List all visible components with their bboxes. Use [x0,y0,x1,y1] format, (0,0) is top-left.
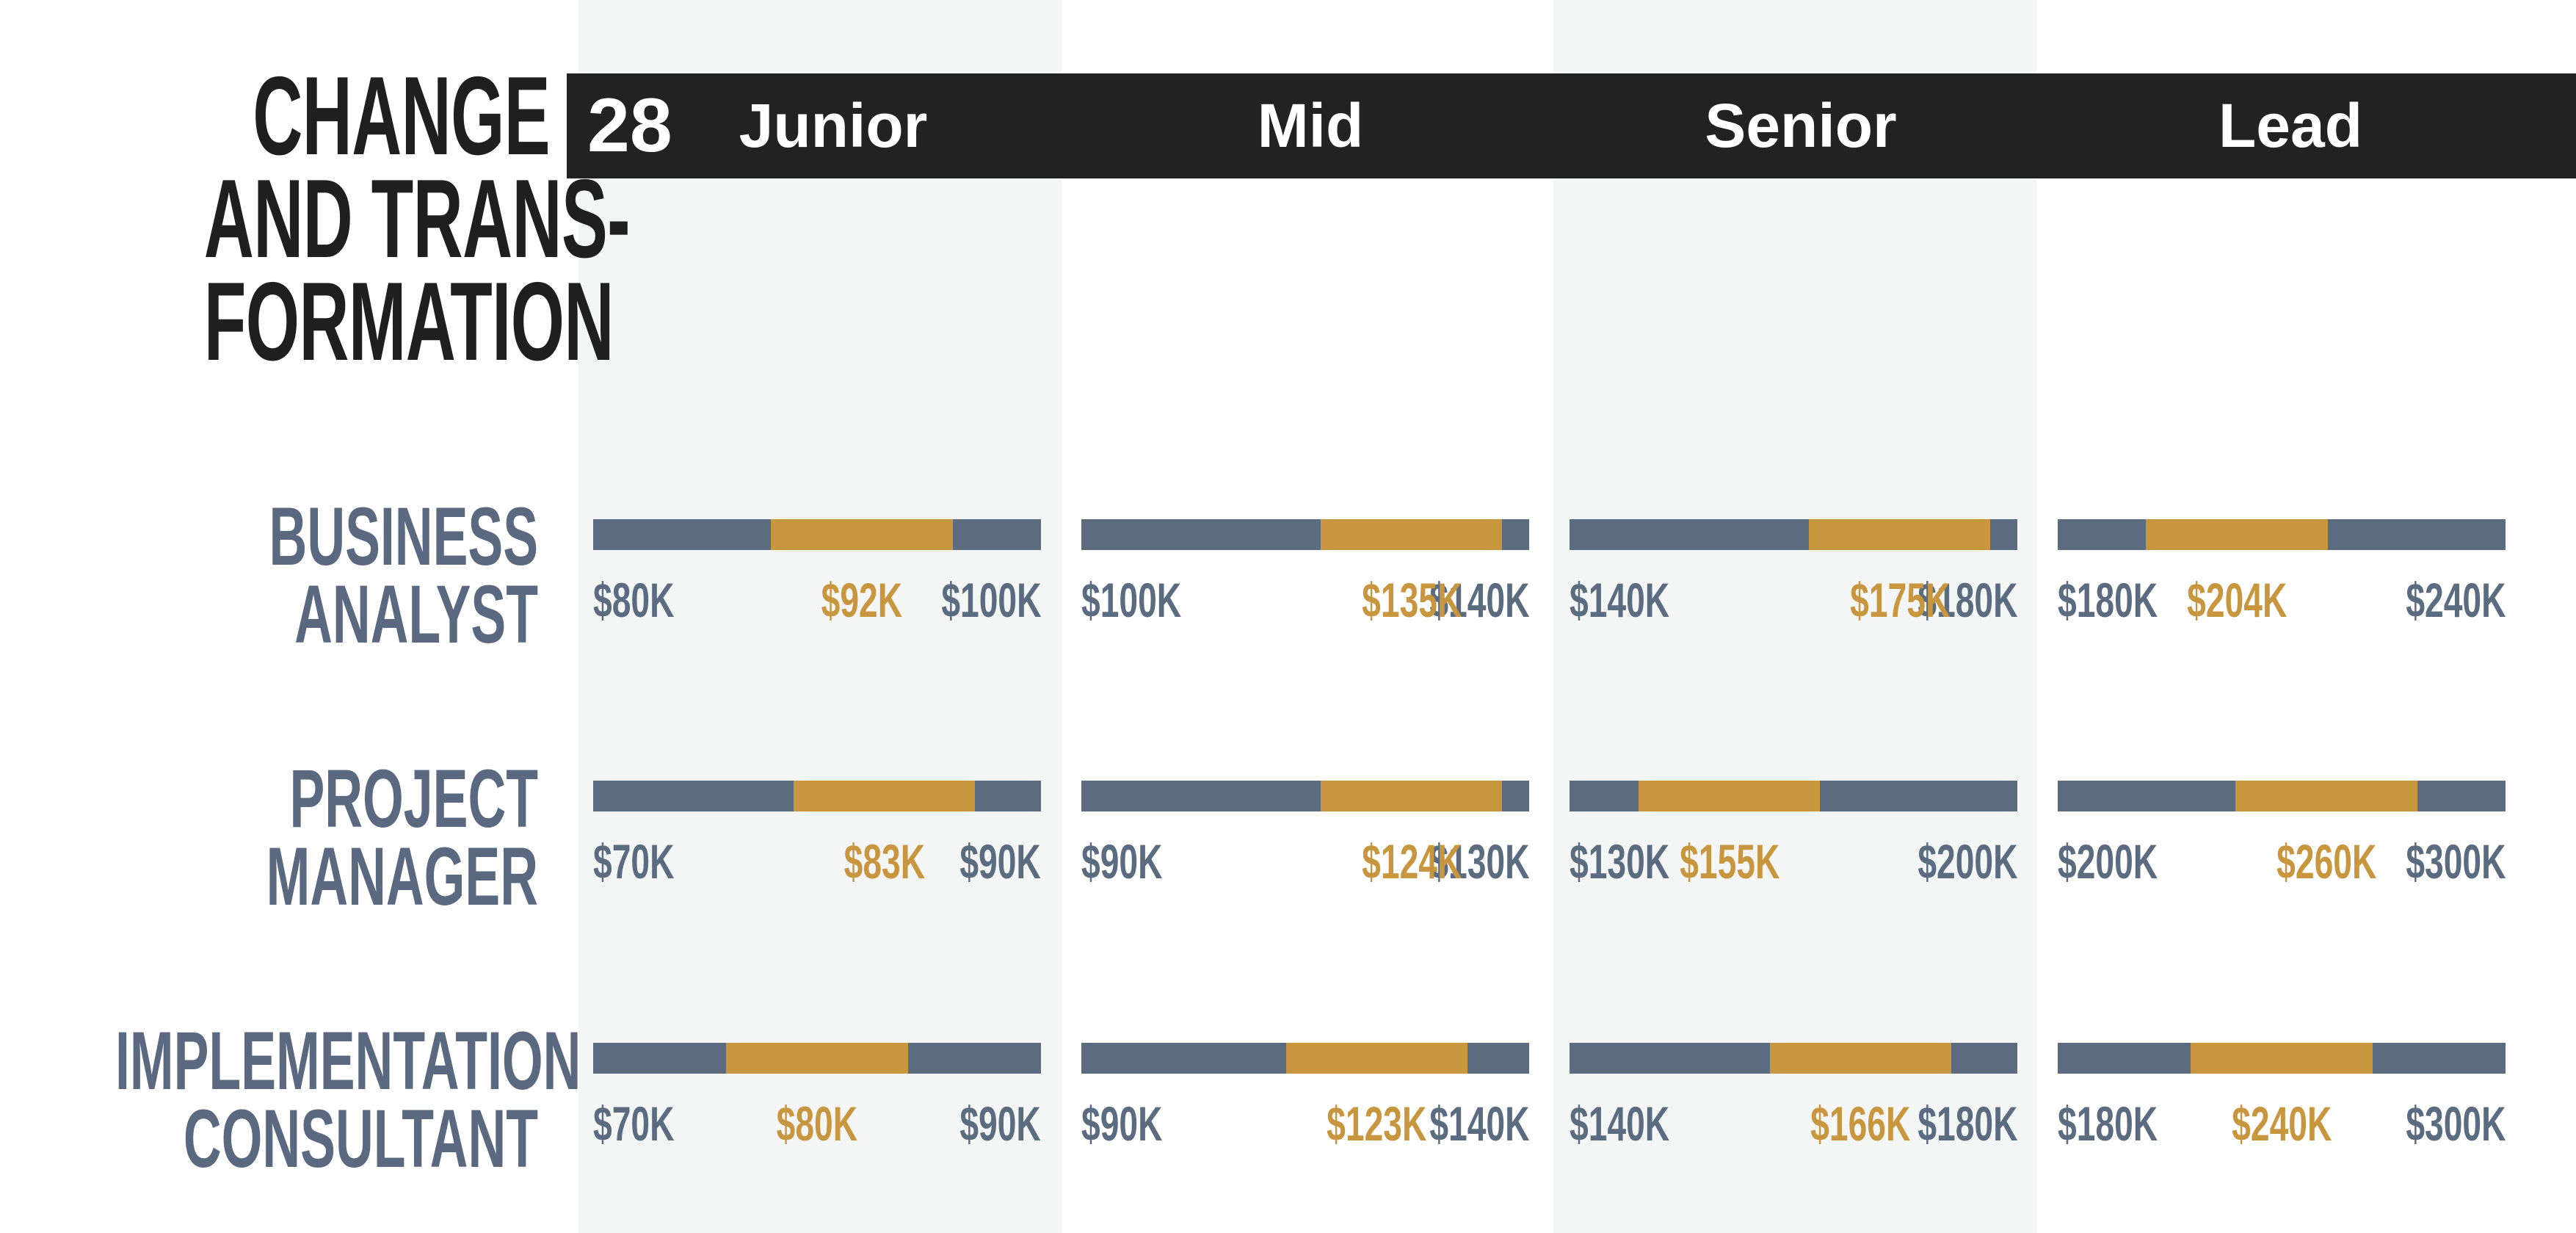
salary-min-label: $100K [1081,573,1182,627]
salary-typical-label: $123K [1327,1096,1427,1151]
salary-bar-typical-band [771,519,953,550]
salary-typical-label: $124K [1361,834,1462,889]
salary-max-label: $100K [940,573,1041,627]
salary-typical-label: $155K [1679,834,1779,889]
salary-min-label: $140K [1570,1096,1670,1151]
page-title-line-2: AND TRANS- [203,156,631,281]
role-label-line: ANALYST [294,568,538,660]
level-header-junior: Junior [739,91,928,160]
salary-typical-label: $204K [2186,573,2287,627]
salary-bar-typical-band [1321,519,1503,550]
role-label-project-manager: PROJECT MANAGER [115,753,538,922]
salary-typical-label: $80K [776,1096,858,1151]
salary-bar-junior [593,519,1041,550]
salary-bar-typical-band [793,781,976,811]
salary-min-label: $180K [2058,573,2158,627]
salary-min-label: $90K [1081,1096,1163,1151]
salary-max-label: $180K [1917,573,2017,627]
salary-max-label: $180K [1917,1096,2017,1151]
salary-bar-typical-band [2146,519,2328,550]
salary-typical-label: $240K [2231,1096,2332,1151]
salary-min-label: $70K [593,1096,675,1151]
salary-bar-senior [1570,781,2017,811]
level-header-senior: Senior [1705,91,1897,160]
salary-typical-label: $83K [843,834,925,889]
salary-bar-typical-band [726,1043,908,1074]
role-label-line: MANAGER [266,831,538,922]
salary-max-label: $130K [1429,834,1529,889]
salary-max-label: $90K [959,834,1041,889]
salary-bar-typical-band [1769,1043,1952,1074]
salary-min-label: $180K [2058,1096,2158,1151]
salary-typical-label: $175K [1849,573,1950,627]
salary-max-label: $140K [1429,573,1529,627]
salary-min-label: $200K [2058,834,2158,889]
salary-bar-lead [2058,781,2506,811]
salary-bar-typical-band [1809,519,1991,550]
salary-bar-mid [1081,781,1529,811]
salary-bar-lead [2058,1043,2506,1074]
page-number: 28 [587,83,672,168]
salary-bar-senior [1570,1043,2017,1074]
page-title-line-3: FORMATION [203,259,614,384]
salary-bar-typical-band [1286,1043,1468,1074]
salary-min-label: $140K [1570,573,1670,627]
salary-max-label: $200K [1917,834,2017,889]
level-header-lead: Lead [2218,91,2363,160]
salary-typical-label: $260K [2276,834,2377,889]
salary-bar-lead [2058,519,2506,550]
salary-max-label: $300K [2405,1096,2506,1151]
salary-typical-label: $166K [1810,1096,1911,1151]
role-label-line: BUSINESS [269,491,538,582]
role-label-line: IMPLEMENTATION [115,1015,581,1107]
salary-bar-junior [593,1043,1041,1074]
salary-bar-typical-band [2191,1043,2373,1074]
salary-min-label: $90K [1081,834,1163,889]
page-title-line-1: CHANGE [253,54,550,178]
salary-typical-label: $92K [821,573,903,627]
salary-bar-typical-band [1321,781,1503,811]
junior-column-shade [578,0,1062,1233]
role-label-line: CONSULTANT [183,1093,538,1185]
salary-max-label: $240K [2405,573,2506,627]
salary-max-label: $90K [959,1096,1041,1151]
salary-bar-typical-band [1639,781,1821,811]
salary-min-label: $130K [1570,834,1670,889]
page-title: CHANGE AND TRANS- FORMATION [203,54,631,384]
salary-max-label: $140K [1429,1096,1529,1151]
salary-min-label: $80K [593,573,675,627]
senior-column-shade [1553,0,2036,1233]
role-label-business-analyst: BUSINESS ANALYST [115,491,538,660]
salary-bar-senior [1570,519,2017,550]
salary-typical-label: $135K [1361,573,1462,627]
level-header-bar [567,73,2576,178]
salary-bar-mid [1081,1043,1529,1074]
salary-bar-typical-band [2235,781,2417,811]
salary-min-label: $70K [593,834,675,889]
salary-max-label: $300K [2405,834,2506,889]
role-label-implementation-consultant: IMPLEMENTATION CONSULTANT [115,1015,581,1185]
salary-bar-junior [593,781,1041,811]
salary-bar-mid [1081,519,1529,550]
role-label-line: PROJECT [289,753,538,845]
level-header-mid: Mid [1257,91,1364,160]
